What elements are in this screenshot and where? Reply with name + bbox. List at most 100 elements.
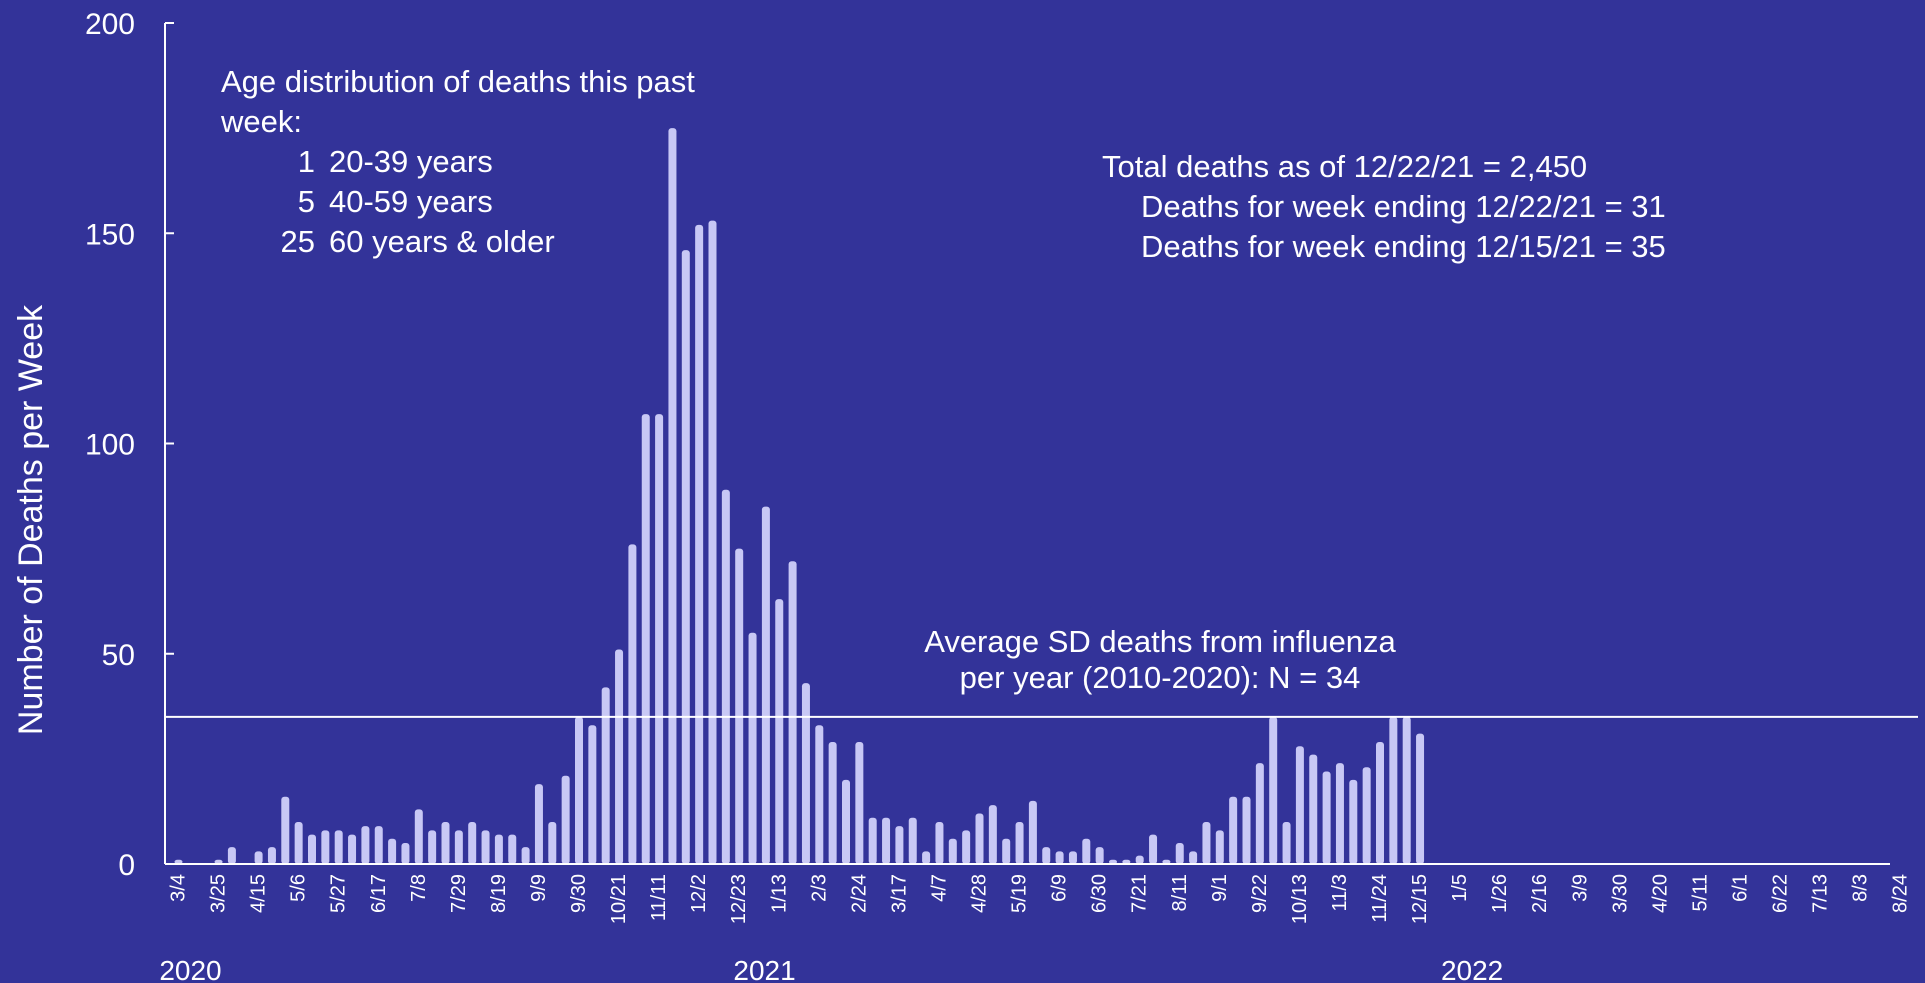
x-tick-label: 3/25 [208, 874, 230, 913]
bar [668, 128, 677, 864]
bar [348, 834, 357, 864]
x-tick-label: 5/27 [328, 874, 350, 913]
bar [1002, 838, 1011, 864]
age-row: 1 20-39 years [221, 142, 695, 182]
x-tick-label: 8/3 [1850, 874, 1872, 902]
bar [815, 725, 824, 864]
bar [294, 821, 303, 864]
x-tick-label: 12/2 [688, 874, 710, 913]
y-tick-label: 150 [85, 218, 135, 251]
x-tick-label: 5/11 [1689, 874, 1711, 911]
x-tick-label: 3/4 [168, 874, 190, 902]
y-tick-label: 100 [85, 429, 135, 462]
age-row: 5 40-59 years [221, 182, 695, 222]
bar [1175, 842, 1184, 864]
bar [388, 838, 397, 864]
bar [828, 742, 837, 864]
age-row: 25 60 years & older [221, 222, 695, 262]
bar [1135, 855, 1144, 864]
bar [1015, 821, 1024, 864]
bar [1335, 763, 1344, 864]
bar [1215, 830, 1224, 864]
y-tick-label: 50 [102, 639, 135, 672]
x-tick-label: 12/23 [728, 874, 750, 924]
x-tick-label: 9/9 [528, 874, 550, 902]
year-labels: 2020 2021 2022 [159, 955, 1503, 983]
totals-annotation: Total deaths as of 12/22/21 = 2,450 Deat… [1102, 147, 1666, 267]
year-label: 2021 [733, 955, 795, 983]
bar [868, 817, 877, 864]
bar [761, 506, 770, 864]
bar [1055, 851, 1064, 864]
bar [374, 826, 383, 864]
x-tick-label: 5/19 [1009, 874, 1031, 913]
bar [441, 821, 450, 864]
bar [908, 817, 917, 864]
x-tick-label: 4/15 [248, 874, 270, 913]
bar [1362, 767, 1371, 864]
x-tick-label: 4/20 [1649, 874, 1671, 913]
bar [548, 821, 557, 864]
bar [1389, 716, 1398, 864]
bar [254, 851, 263, 864]
influenza-average-annotation: Average SD deaths from influenza per yea… [880, 624, 1440, 696]
bar [1189, 851, 1198, 864]
x-tick-label: 3/17 [888, 874, 910, 913]
bar [174, 859, 183, 864]
bars-group [174, 128, 1425, 865]
age-row-count: 5 [297, 184, 315, 219]
bar [975, 813, 984, 864]
x-tick-label: 4/7 [928, 874, 950, 902]
bar [855, 742, 864, 864]
x-tick-label: 11/11 [648, 874, 670, 921]
age-row-count: 25 [280, 224, 315, 259]
bar [1229, 796, 1238, 864]
x-tick-label: 2/16 [1529, 874, 1551, 913]
x-tick-label: 2/24 [848, 874, 870, 913]
bar [588, 725, 597, 864]
x-tick-label: 11/24 [1369, 874, 1391, 923]
x-tick-label: 5/6 [288, 874, 310, 902]
bar [655, 414, 664, 864]
x-tick-label: 12/15 [1409, 874, 1431, 924]
x-tick-label: 3/30 [1609, 874, 1631, 913]
bar [414, 809, 423, 864]
x-tick-label: 9/1 [1209, 874, 1231, 902]
bar [1149, 834, 1158, 864]
influenza-average-line1: Average SD deaths from influenza [924, 624, 1396, 659]
bar [214, 859, 223, 864]
bar [1416, 733, 1425, 864]
bar [1068, 851, 1077, 864]
bar [521, 847, 530, 864]
y-tick-label: 200 [85, 8, 135, 41]
bar [601, 687, 610, 864]
bar [615, 649, 624, 864]
prev-week-deaths-text: Deaths for week ending 12/15/21 = 35 [1141, 229, 1666, 264]
bar [1122, 859, 1131, 864]
y-axis: 0 50 100 150 200 [85, 8, 174, 882]
bar [468, 821, 477, 864]
x-tick-label: 10/21 [608, 874, 630, 924]
bar [1095, 847, 1104, 864]
bar [1309, 754, 1318, 864]
x-tick-label: 7/8 [408, 874, 430, 902]
bar [962, 830, 971, 864]
bar [1082, 838, 1091, 864]
x-tick-label: 4/28 [969, 874, 991, 913]
bar [695, 224, 704, 865]
x-tick-label: 6/30 [1089, 874, 1111, 913]
bar [1109, 859, 1117, 864]
x-tick-label: 8/19 [488, 874, 510, 913]
bar [721, 489, 730, 864]
bar [1269, 716, 1278, 864]
bar [1349, 779, 1358, 864]
bar [508, 834, 517, 864]
x-tick-label: 2/3 [808, 874, 830, 902]
bar [481, 830, 490, 864]
bar [895, 826, 904, 864]
x-tick-label: 8/24 [1890, 874, 1912, 913]
x-tick-label: 6/1 [1729, 874, 1751, 902]
x-tick-label: 7/29 [448, 874, 470, 913]
total-deaths-text: Total deaths as of 12/22/21 = 2,450 [1102, 149, 1588, 184]
